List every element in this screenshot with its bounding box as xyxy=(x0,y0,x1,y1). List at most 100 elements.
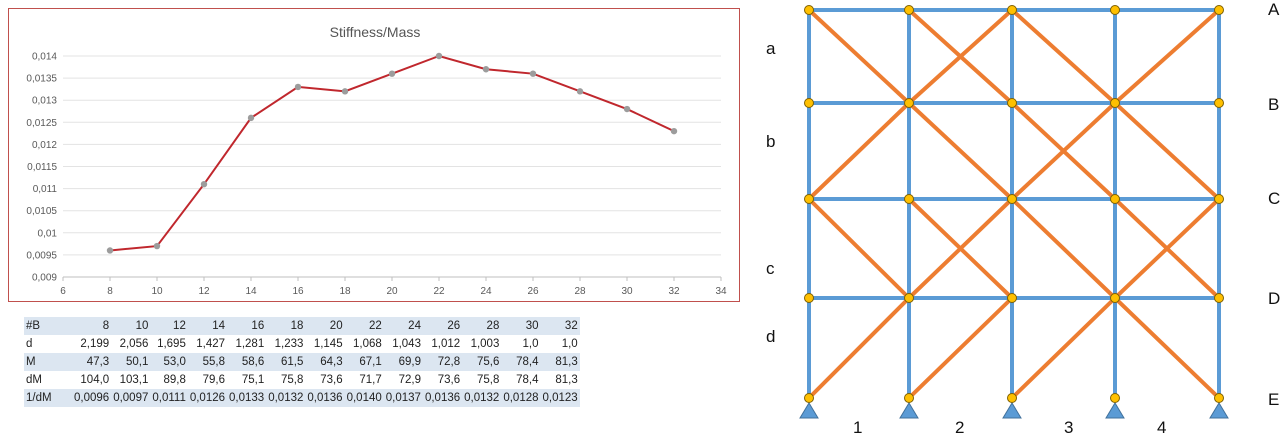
data-point xyxy=(294,83,302,91)
data-table: #B 8 10 12 14 16 18 20 22 24 26 28 30 32 d 2,199 2,056 1,… xyxy=(24,317,580,407)
table-cell: 103,1 xyxy=(111,371,151,389)
table-cell: 75,1 xyxy=(227,371,267,389)
table-cell: 0,0132 xyxy=(266,389,306,407)
frame-node xyxy=(804,293,814,303)
table-cell: 75,8 xyxy=(462,371,502,389)
brace-member xyxy=(1113,197,1221,300)
brace-member xyxy=(907,197,1014,300)
frame-label: 4 xyxy=(1157,418,1166,437)
frame-label: 2 xyxy=(955,418,964,437)
table-cell: 1,043 xyxy=(383,335,423,353)
frame-node xyxy=(1110,293,1120,303)
table-cell: 1,281 xyxy=(227,335,267,353)
table-cell: 14 xyxy=(187,317,228,335)
frame-node xyxy=(904,98,914,108)
support-triangle xyxy=(1209,402,1229,419)
brace-member xyxy=(907,8,1014,105)
table-cell: 61,5 xyxy=(266,353,306,371)
frame-node xyxy=(1110,98,1120,108)
table-cell: 1,233 xyxy=(266,335,306,353)
table-cell: 1,145 xyxy=(305,335,345,353)
x-tick-label: 26 xyxy=(527,286,539,297)
frame-node xyxy=(1110,194,1120,204)
x-tick-label: 34 xyxy=(715,286,727,297)
frame-node xyxy=(1007,5,1017,15)
frame-node xyxy=(1214,293,1224,303)
table-cell: 18 xyxy=(266,317,306,335)
data-point xyxy=(247,114,255,122)
table-cell: 0,0123 xyxy=(540,389,580,407)
table-cell: 32 xyxy=(540,317,580,335)
table-row: d 2,199 2,056 1,695 1,427 1,281 1,233 1,145 1,06… xyxy=(24,335,580,353)
brace-member xyxy=(807,197,911,300)
table-cell: 22 xyxy=(344,317,384,335)
x-tick-label: 16 xyxy=(292,286,304,297)
table-cell: 12 xyxy=(150,317,188,335)
table-cell: 78,4 xyxy=(501,371,541,389)
table-cell: 16 xyxy=(227,317,267,335)
data-point xyxy=(388,70,396,77)
brace-member xyxy=(807,8,911,105)
table-cell: 0,0137 xyxy=(383,389,423,407)
table-cell: 1,012 xyxy=(422,335,463,353)
frame-node xyxy=(1007,98,1017,108)
support-triangle xyxy=(1105,402,1125,419)
row-header-cell: M xyxy=(24,353,72,371)
data-point xyxy=(200,180,208,188)
x-tick-label: 24 xyxy=(480,286,492,297)
x-tick-label: 30 xyxy=(621,286,633,297)
table-cell: 0,0097 xyxy=(111,389,151,407)
y-tick-label: 0,0135 xyxy=(26,74,57,85)
frame-label: b xyxy=(766,132,775,151)
table-cell: 47,3 xyxy=(72,353,112,371)
table-cell: 67,1 xyxy=(344,353,384,371)
table-row: M 47,3 50,1 53,0 55,8 58,6 61,5 64,3 67,1 69,9 72,… xyxy=(24,353,580,371)
table-cell: 0,0140 xyxy=(344,389,384,407)
table-cell: 72,9 xyxy=(383,371,423,389)
table-cell: 81,3 xyxy=(540,353,580,371)
data-point xyxy=(435,52,443,60)
y-tick-label: 0,01 xyxy=(38,228,58,239)
table-cell: 1,003 xyxy=(462,335,502,353)
data-point xyxy=(106,247,114,254)
row-header-cell: dM xyxy=(24,371,72,389)
x-tick-label: 22 xyxy=(433,286,445,297)
table-cell: 73,6 xyxy=(305,371,345,389)
table-cell: 0,0096 xyxy=(72,389,112,407)
table-cell: 1,695 xyxy=(150,335,188,353)
table-cell: 1,427 xyxy=(187,335,228,353)
frame-node xyxy=(1110,393,1120,403)
y-tick-label: 0,013 xyxy=(32,96,57,107)
table-cell: 75,6 xyxy=(462,353,502,371)
frame-node xyxy=(1110,5,1120,15)
table-cell: 0,0136 xyxy=(305,389,345,407)
y-tick-label: 0,009 xyxy=(32,273,57,284)
brace-member xyxy=(1010,101,1117,201)
table-cell: 73,6 xyxy=(422,371,463,389)
frame-label: D xyxy=(1268,289,1280,308)
x-tick-label: 20 xyxy=(386,286,398,297)
y-tick-label: 0,011 xyxy=(33,184,58,195)
table-cell: 24 xyxy=(383,317,423,335)
table-cell: 75,8 xyxy=(266,371,306,389)
frame-node xyxy=(904,393,914,403)
y-tick-label: 0,012 xyxy=(32,140,57,151)
table-cell: 71,7 xyxy=(344,371,384,389)
y-tick-label: 0,0115 xyxy=(27,162,57,173)
table-cell: 0,0128 xyxy=(501,389,541,407)
y-tick-label: 0,0125 xyxy=(26,118,57,129)
brace-member xyxy=(907,296,1014,400)
brace-member xyxy=(1010,296,1117,400)
table-cell: 69,9 xyxy=(383,353,423,371)
frame-label: a xyxy=(766,39,776,58)
table-cell: 0,0132 xyxy=(462,389,502,407)
truss-frame-diagram: a b c d A B C D E 1 2 3 4 xyxy=(766,0,1280,437)
table-cell: 8 xyxy=(72,317,112,335)
table-cell: 53,0 xyxy=(150,353,188,371)
data-point xyxy=(529,70,537,77)
chart-title: Stiffness/Mass xyxy=(330,24,421,40)
table-cell: 78,4 xyxy=(501,353,541,371)
brace-member xyxy=(1113,8,1221,105)
frame-label: E xyxy=(1268,390,1279,409)
frame-node xyxy=(1214,194,1224,204)
